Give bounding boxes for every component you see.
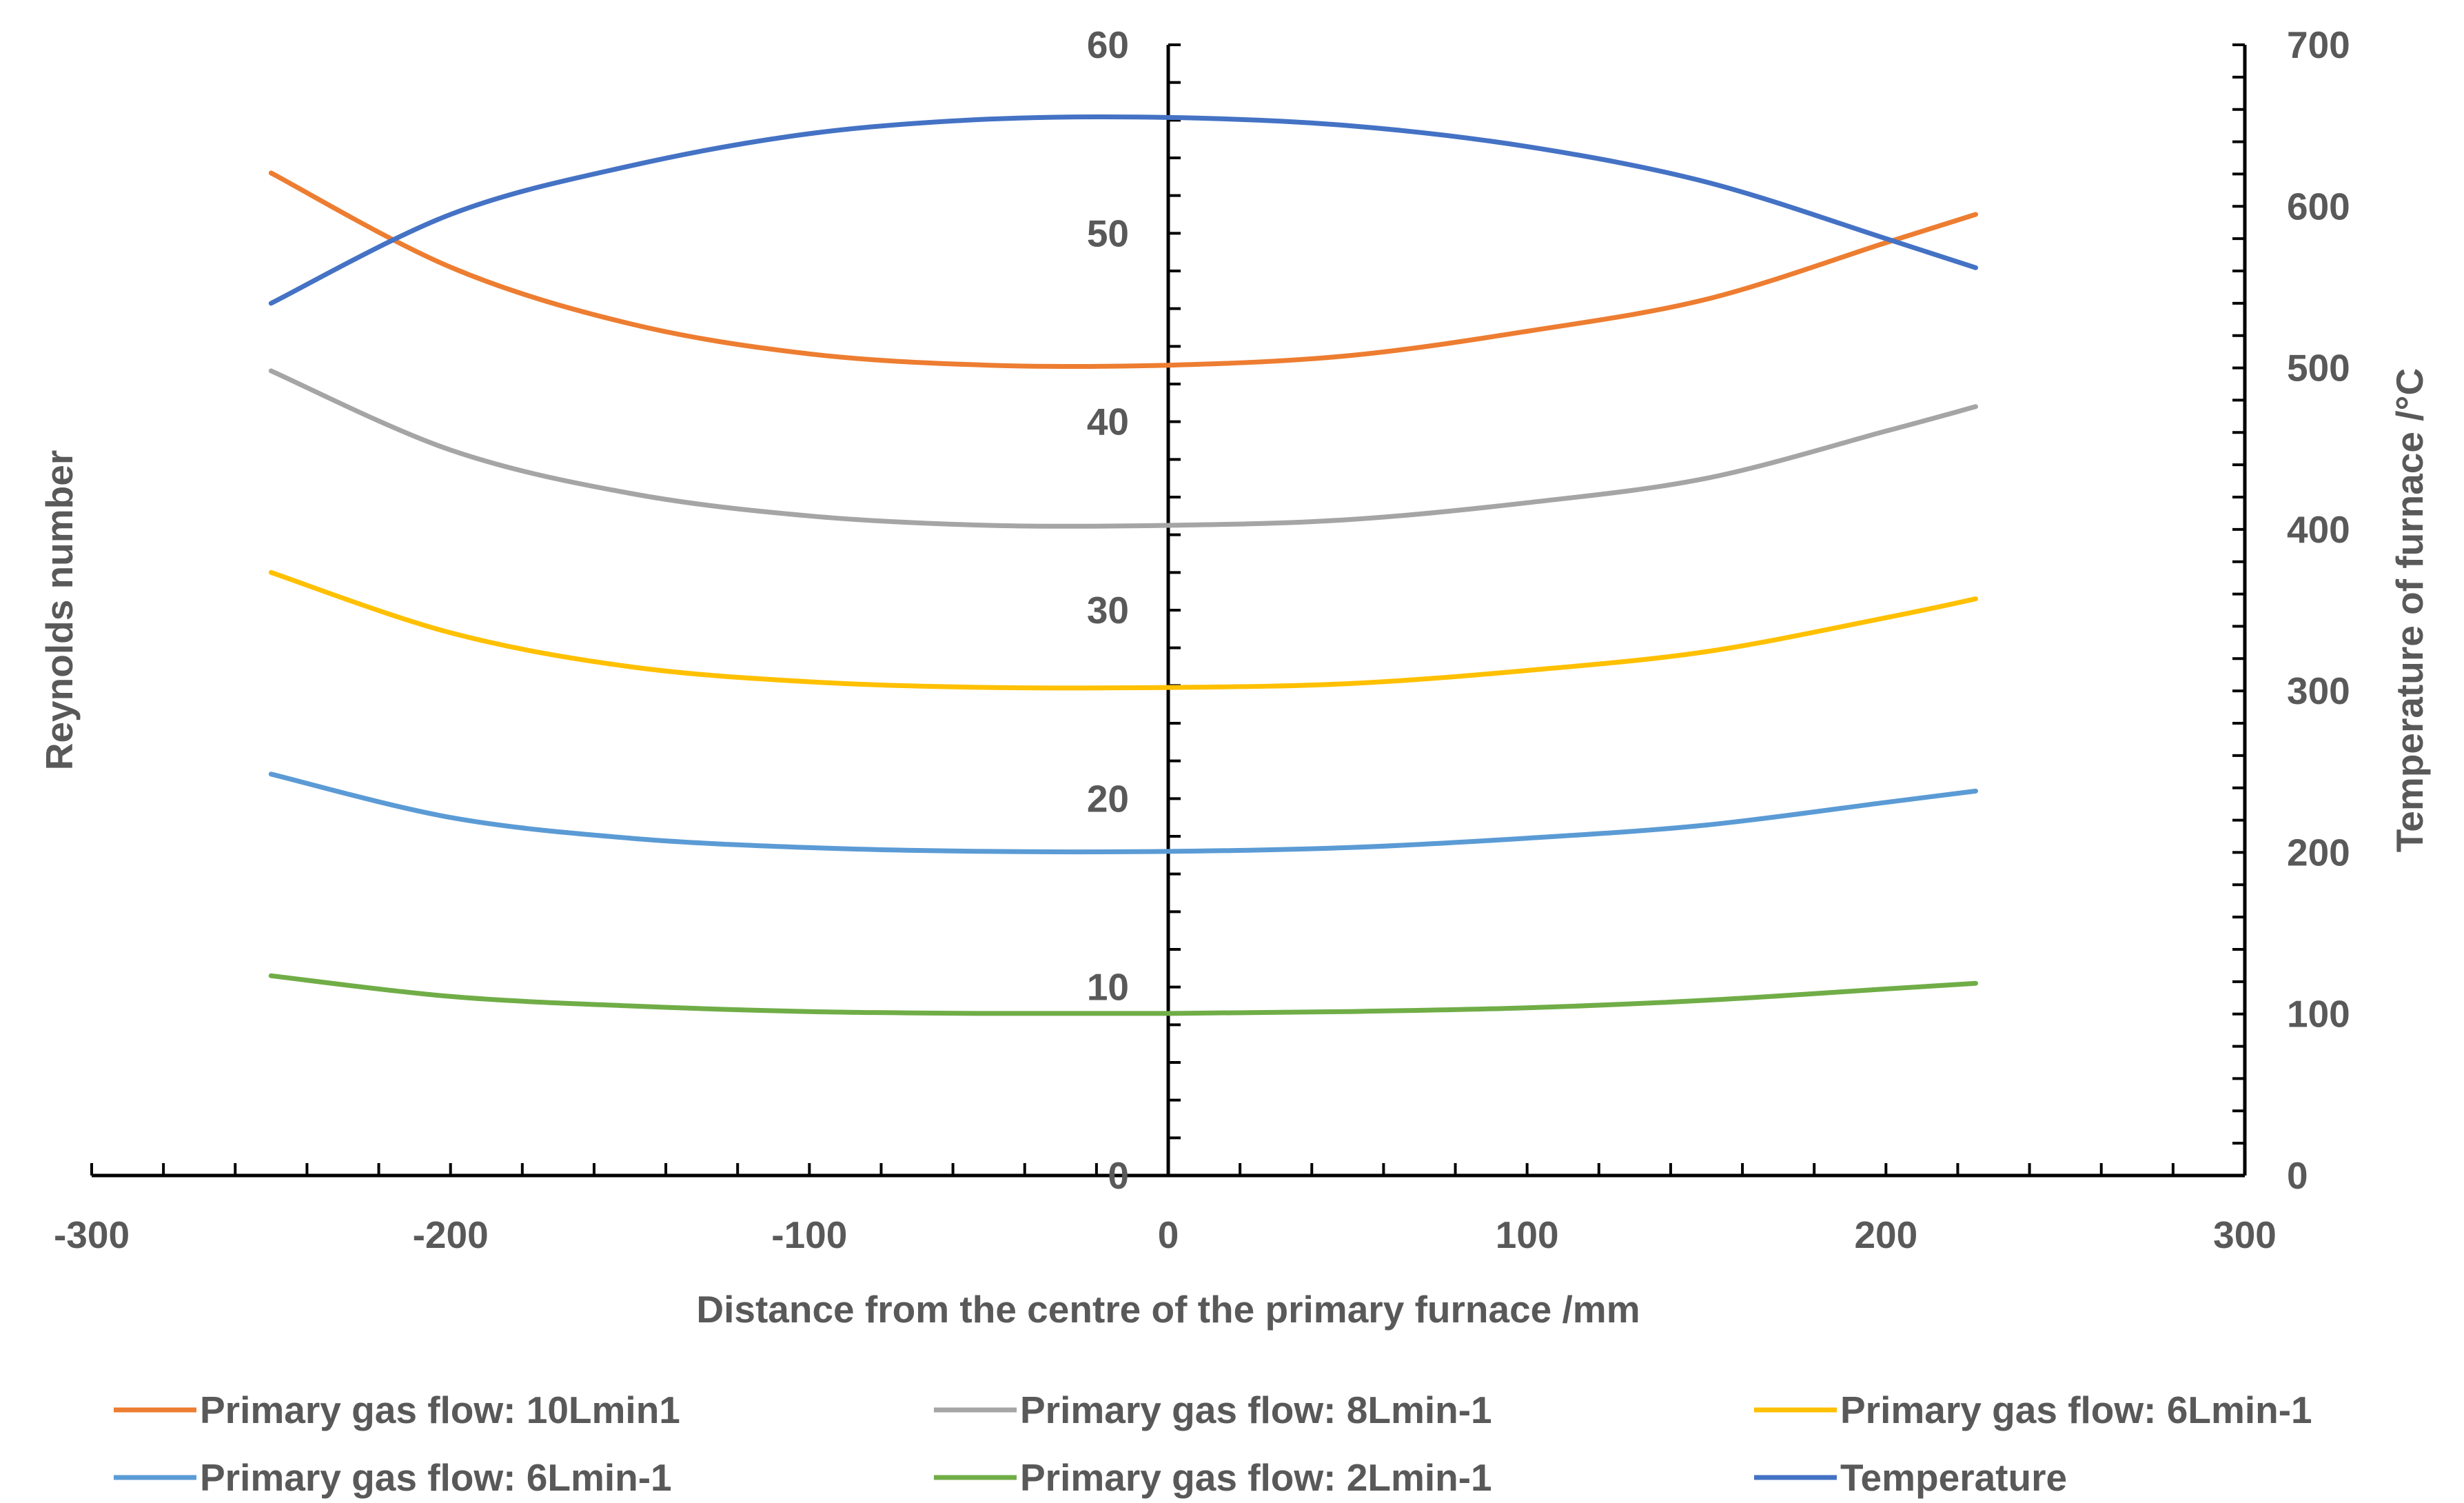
y2-tick-label: 600	[2287, 185, 2350, 228]
legend-label: Primary gas flow: 2Lmin-1	[1020, 1456, 1492, 1499]
x-tick-label: -100	[771, 1213, 847, 1256]
series-lines	[268, 114, 1978, 1016]
x-tick-label: -200	[413, 1213, 489, 1256]
legend-label: Primary gas flow: 8Lmin-1	[1020, 1389, 1492, 1431]
legend-label: Primary gas flow: 10Lmin1	[200, 1389, 680, 1431]
legend-label: Primary gas flow: 6Lmin-1	[1840, 1389, 2312, 1431]
y-tick-label: 40	[1087, 401, 1129, 443]
y2-tick-label: 200	[2287, 831, 2350, 874]
y2-tick-labels: 0 100 200 300 400 500 600 700	[2287, 23, 2350, 1197]
legend-item: Primary gas flow: 6Lmin-1	[1754, 1389, 2312, 1431]
plot-area: -300 -200 -100 0 100 200 300 0 10 20 30 40 50 60 0 10…	[54, 23, 2350, 1256]
y2-tick-label: 100	[2287, 993, 2350, 1036]
y2-tick-label: 700	[2287, 23, 2350, 66]
series-line-5	[268, 973, 1978, 1016]
x-tick-label: 100	[1496, 1213, 1559, 1256]
y2-tick-label: 400	[2287, 508, 2350, 551]
y2-tick-label: 300	[2287, 669, 2350, 712]
x-tick-label: 200	[1854, 1213, 1917, 1256]
x-tick-marks	[90, 1163, 2246, 1176]
legend-label: Temperature	[1840, 1456, 2067, 1499]
y-tick-label: 20	[1087, 777, 1129, 820]
series-line-6	[268, 114, 1978, 306]
x-axis-title: Distance from the centre of the primary …	[696, 1288, 1640, 1331]
y2-tick-label: 0	[2287, 1154, 2308, 1197]
y-tick-label: 10	[1087, 966, 1129, 1009]
series-line-2	[268, 368, 1978, 529]
x-axis: -300 -200 -100 0 100 200 300	[54, 1163, 2277, 1256]
x-tick-label: 300	[2213, 1213, 2277, 1256]
y2-axis-title: Temperature of furnace /°C	[2388, 368, 2431, 853]
y2-tick-marks	[2232, 43, 2245, 1177]
legend: Primary gas flow: 10Lmin1 Primary gas flo…	[114, 1389, 2312, 1499]
legend-item: Temperature	[1754, 1456, 2067, 1499]
series-line-1	[268, 170, 1978, 370]
x-tick-label: -300	[54, 1213, 130, 1256]
y-tick-labels: 0 10 20 30 40 50 60	[1087, 23, 1129, 1197]
y-tick-label: 0	[1108, 1154, 1129, 1197]
y-axis-right: 0 100 200 300 400 500 600 700	[2232, 23, 2350, 1197]
y-tick-label: 60	[1087, 23, 1129, 66]
y-tick-label: 30	[1087, 589, 1129, 632]
legend-item: Primary gas flow: 6Lmin-1	[114, 1456, 672, 1499]
x-tick-labels: -300 -200 -100 0 100 200 300	[54, 1213, 2277, 1256]
x-tick-label: 0	[1158, 1213, 1179, 1256]
y2-tick-label: 500	[2287, 347, 2350, 390]
series-line-3	[268, 569, 1978, 691]
legend-item: Primary gas flow: 2Lmin-1	[934, 1456, 1492, 1499]
y-axis-title: Reynolds number	[38, 450, 81, 771]
legend-label: Primary gas flow: 6Lmin-1	[200, 1456, 672, 1499]
legend-item: Primary gas flow: 8Lmin-1	[934, 1389, 1492, 1431]
y-tick-label: 50	[1087, 212, 1129, 254]
legend-item: Primary gas flow: 10Lmin1	[114, 1389, 680, 1431]
y-axis-left: 0 10 20 30 40 50 60	[1087, 23, 1181, 1197]
series-line-4	[268, 771, 1978, 855]
